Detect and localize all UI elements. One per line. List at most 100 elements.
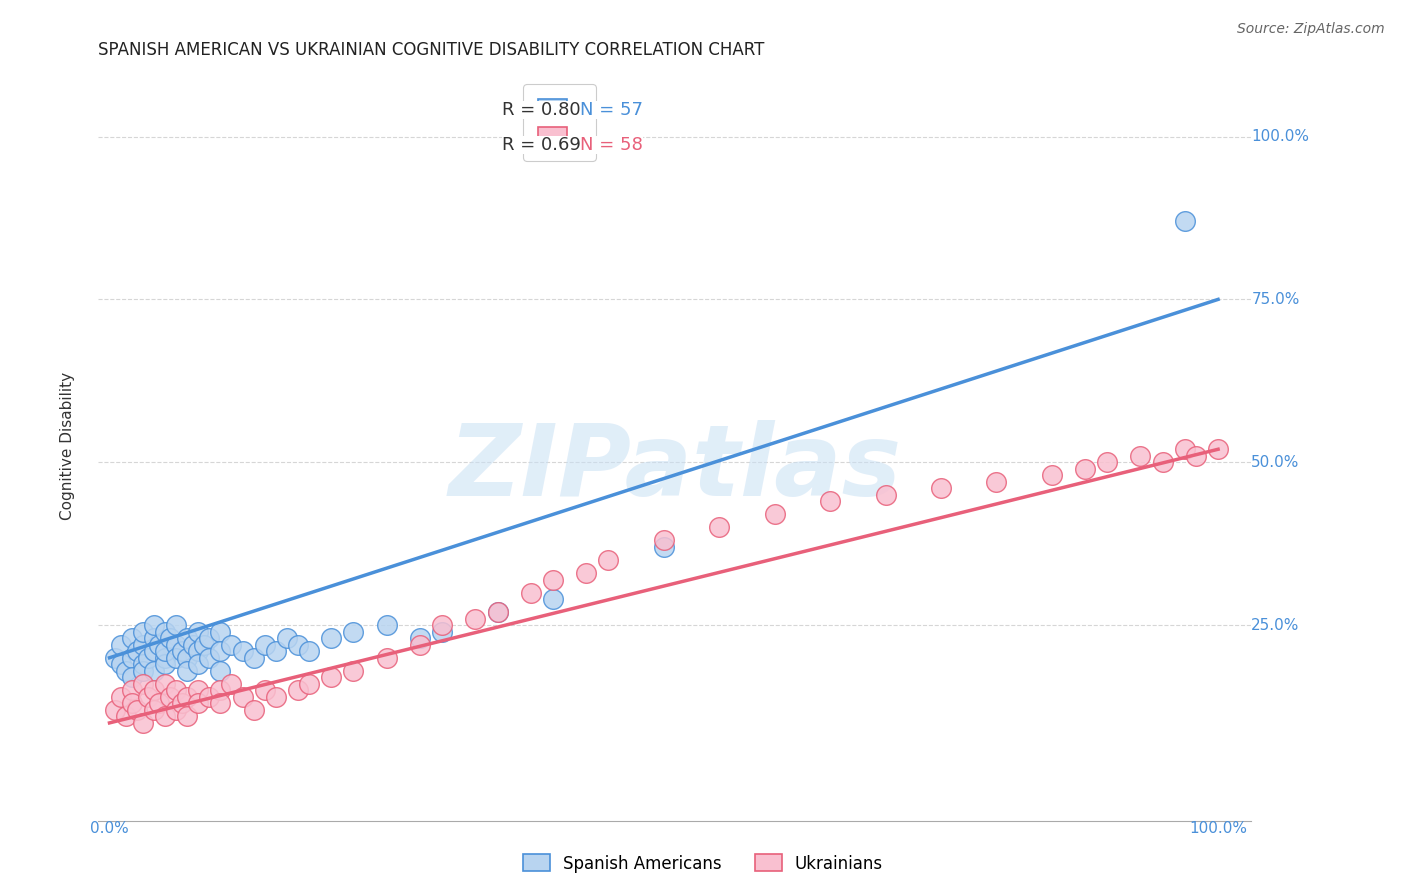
Text: 100.0%: 100.0%	[1251, 129, 1309, 144]
Point	[132, 664, 155, 678]
Point	[520, 585, 543, 599]
Text: 0.0%: 0.0%	[90, 821, 129, 836]
Point	[176, 709, 198, 723]
Point	[142, 683, 165, 698]
Point	[153, 644, 176, 658]
Point	[142, 664, 165, 678]
Point	[165, 618, 187, 632]
Point	[298, 677, 321, 691]
Text: N = 58: N = 58	[581, 136, 643, 153]
Point	[121, 631, 143, 645]
Point	[176, 631, 198, 645]
Point	[198, 690, 221, 704]
Point	[110, 690, 132, 704]
Point	[287, 638, 309, 652]
Point	[264, 644, 287, 658]
Point	[1174, 442, 1197, 457]
Point	[193, 638, 215, 652]
Point	[148, 697, 170, 711]
Point	[486, 605, 509, 619]
Point	[153, 677, 176, 691]
Point	[486, 605, 509, 619]
Point	[231, 690, 254, 704]
Point	[375, 618, 398, 632]
Point	[142, 644, 165, 658]
Text: R = 0.808: R = 0.808	[502, 102, 592, 120]
Point	[541, 573, 564, 587]
Point	[159, 690, 181, 704]
Text: Source: ZipAtlas.com: Source: ZipAtlas.com	[1237, 22, 1385, 37]
Point	[121, 670, 143, 684]
Legend: Spanish Americans, Ukrainians: Spanish Americans, Ukrainians	[516, 847, 890, 880]
Point	[1206, 442, 1229, 457]
Text: 25.0%: 25.0%	[1251, 617, 1299, 632]
Point	[153, 709, 176, 723]
Point	[110, 638, 132, 652]
Point	[209, 664, 232, 678]
Point	[1185, 449, 1208, 463]
Text: ZIPatlas: ZIPatlas	[449, 420, 901, 517]
Point	[875, 488, 897, 502]
Point	[1097, 455, 1119, 469]
Point	[153, 624, 176, 639]
Point	[165, 683, 187, 698]
Point	[763, 508, 786, 522]
Point	[1040, 468, 1063, 483]
Point	[121, 683, 143, 698]
Point	[142, 703, 165, 717]
Point	[165, 650, 187, 665]
Point	[159, 631, 181, 645]
Point	[276, 631, 298, 645]
Point	[1174, 214, 1197, 228]
Point	[986, 475, 1008, 489]
Point	[132, 715, 155, 730]
Legend: , : ,	[523, 84, 596, 161]
Point	[153, 657, 176, 672]
Point	[153, 650, 176, 665]
Point	[127, 644, 149, 658]
Point	[209, 697, 232, 711]
Point	[464, 612, 486, 626]
Point	[430, 618, 453, 632]
Point	[136, 690, 159, 704]
Point	[1152, 455, 1174, 469]
Point	[575, 566, 598, 580]
Point	[176, 650, 198, 665]
Point	[287, 683, 309, 698]
Point	[221, 638, 243, 652]
Point	[132, 677, 155, 691]
Point	[1129, 449, 1152, 463]
Point	[709, 520, 731, 534]
Point	[132, 638, 155, 652]
Point	[187, 644, 209, 658]
Point	[165, 703, 187, 717]
Point	[136, 650, 159, 665]
Point	[187, 683, 209, 698]
Point	[818, 494, 841, 508]
Point	[430, 624, 453, 639]
Text: 75.0%: 75.0%	[1251, 292, 1299, 307]
Point	[209, 624, 232, 639]
Point	[170, 644, 193, 658]
Text: 50.0%: 50.0%	[1251, 455, 1299, 470]
Point	[176, 690, 198, 704]
Point	[541, 592, 564, 607]
Point	[1074, 462, 1097, 476]
Point	[115, 709, 138, 723]
Point	[652, 533, 675, 548]
Point	[176, 664, 198, 678]
Point	[121, 650, 143, 665]
Point	[132, 624, 155, 639]
Point	[198, 631, 221, 645]
Y-axis label: Cognitive Disability: Cognitive Disability	[60, 372, 75, 520]
Point	[110, 657, 132, 672]
Point	[598, 553, 620, 567]
Point	[929, 481, 952, 495]
Point	[321, 631, 343, 645]
Point	[181, 638, 204, 652]
Point	[221, 677, 243, 691]
Point	[298, 644, 321, 658]
Point	[115, 664, 138, 678]
Point	[148, 638, 170, 652]
Point	[409, 638, 432, 652]
